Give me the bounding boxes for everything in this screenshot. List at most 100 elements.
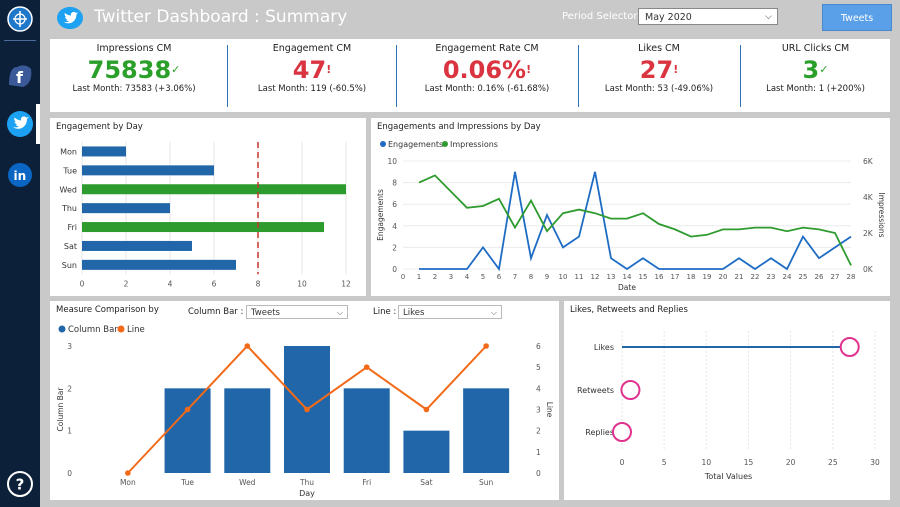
x-tick-label: 25 — [799, 273, 808, 281]
kpi-likes: Likes CM 27! Last Month: 53 (-49.06%) — [579, 39, 739, 112]
check-icon: ✓ — [819, 63, 829, 76]
line-point — [304, 406, 310, 413]
column-bar — [224, 388, 271, 473]
x-tick-label: 14 — [623, 273, 632, 281]
legend-marker — [117, 325, 125, 333]
line-point — [125, 470, 131, 476]
kpi-subtext: Last Month: 1 (+200%) — [766, 84, 865, 94]
y-tick-label: 4 — [392, 222, 397, 231]
sidebar: f in ? — [0, 0, 40, 507]
y-tick-label: 2 — [392, 243, 397, 252]
x-tick-label: 10 — [559, 273, 568, 281]
measure-comparison-chart: Column Bar Line 0 1 2 3 0 1 2 3 4 5 6 Column Bar Line M… — [56, 325, 554, 498]
column-bar — [463, 388, 510, 473]
x-tick-label: 20 — [786, 458, 796, 467]
x-axis-label: Date — [618, 283, 636, 292]
facebook-icon: f — [9, 65, 32, 87]
kpi-title: Engagement Rate CM — [435, 43, 539, 54]
panel-title: Likes, Retweets and Replies — [570, 305, 688, 315]
kpi-divider — [740, 45, 741, 107]
x-tick-label: 20 — [719, 273, 728, 281]
x-tick-label: 7 — [513, 273, 517, 281]
x-tick-label: 27 — [831, 273, 840, 281]
kpi-url-clicks: URL Clicks CM 3✓ Last Month: 1 (+200%) — [741, 39, 890, 112]
x-tick-label: 11 — [575, 273, 584, 281]
help-button[interactable]: ? — [0, 466, 40, 502]
x-tick-label: 0 — [401, 273, 405, 281]
x-tick-label: 24 — [783, 273, 792, 281]
x-tick-label: 13 — [607, 273, 616, 281]
y-tick-label: 10 — [387, 157, 397, 166]
kpi-subtext: Last Month: 119 (-60.5%) — [257, 84, 367, 94]
alert-icon: ! — [673, 63, 679, 76]
y2-tick-label: 2 — [536, 427, 541, 436]
x-tick-label: 6 — [497, 273, 502, 281]
page-title: Twitter Dashboard : Summary — [94, 7, 348, 27]
kpi-divider — [227, 45, 228, 107]
x-tick-label: 2 — [433, 273, 437, 281]
kpi-value: 75838✓ — [87, 56, 181, 84]
chevron-down-icon: ⌵ — [490, 308, 497, 317]
category-label: Replies — [585, 428, 614, 437]
column-bar-dropdown[interactable]: Tweets ⌵ — [246, 305, 348, 319]
line-point — [244, 343, 251, 349]
y2-tick-label: 4K — [863, 193, 874, 202]
bar — [82, 259, 236, 270]
y2-axis-label: Line — [545, 402, 554, 418]
x-tick-label: 9 — [545, 273, 549, 281]
legend-label: Line — [127, 325, 145, 335]
line-dropdown[interactable]: Likes ⌵ — [398, 305, 502, 319]
y2-tick-label: 4 — [536, 384, 541, 393]
x-tick-label: 4 — [465, 273, 470, 281]
kpi-engagement: Engagement CM 47! Last Month: 119 (-60.5… — [228, 39, 396, 112]
line-value: Likes — [403, 308, 425, 318]
x-tick-label: 15 — [744, 458, 754, 467]
x-tick-label: 17 — [671, 273, 680, 281]
column-bar — [403, 430, 450, 473]
sidebar-item-twitter[interactable] — [0, 104, 40, 144]
engagement-by-day-panel: Engagement by Day 0 2 4 6 8 10 12 Mon Tue Wed Thu F… — [50, 118, 366, 296]
sidebar-item-linkedin[interactable]: in — [0, 156, 40, 194]
kpi-title: URL Clicks CM — [781, 43, 850, 54]
x-tick-label: 5 — [481, 273, 485, 281]
column-bar — [343, 388, 390, 473]
y2-tick-label: 2K — [863, 229, 874, 238]
column-bar-value: Tweets — [251, 308, 280, 318]
y2-tick-label: 0 — [536, 469, 541, 478]
period-selector-dropdown[interactable]: May 2020 ⌵ — [638, 8, 778, 25]
x-tick-label: 30 — [870, 458, 880, 467]
x-tick-label: 25 — [828, 458, 838, 467]
y2-tick-label: 1 — [536, 448, 541, 457]
x-tick-label: 6 — [212, 279, 217, 288]
legend-label: Impressions — [450, 140, 498, 149]
check-icon: ✓ — [171, 63, 181, 76]
y2-tick-label: 6 — [536, 342, 541, 351]
x-tick-label: 10 — [297, 279, 307, 288]
legend-marker — [442, 141, 448, 147]
kpi-divider — [396, 45, 397, 107]
app-logo[interactable] — [0, 2, 40, 36]
x-tick-label: 8 — [529, 273, 533, 281]
category-label: Wed — [60, 185, 77, 194]
x-axis-label: Day — [299, 489, 315, 498]
category-label: Thu — [61, 204, 77, 213]
sidebar-item-facebook[interactable]: f — [0, 56, 40, 96]
x-tick-label: Mon — [120, 478, 136, 487]
x-tick-label: Sat — [420, 478, 432, 487]
legend-marker — [380, 141, 386, 147]
kpi-subtext: Last Month: 0.16% (-61.68%) — [424, 84, 550, 94]
measure-comparison-panel: Measure Comparison by Column Bar : Tweet… — [50, 301, 559, 500]
y-tick-label: 3 — [67, 342, 72, 351]
y-tick-label: 0 — [392, 265, 397, 274]
category-label: Likes — [594, 343, 614, 352]
bar — [82, 203, 170, 214]
y2-tick-label: 0K — [863, 265, 874, 274]
header: Twitter Dashboard : Summary Period Selec… — [40, 0, 900, 51]
tweets-details-button[interactable]: Tweets Details — [822, 4, 892, 51]
likes-retweets-replies-panel: Likes, Retweets and Replies 0 5 10 15 20 25 30… — [564, 301, 890, 500]
bar — [82, 146, 126, 157]
kpi-engagement-rate: Engagement Rate CM 0.06%! Last Month: 0.… — [397, 39, 577, 112]
x-axis-label: Total Values — [704, 472, 752, 481]
category-label: Retweets — [577, 386, 614, 395]
lollipop-head — [839, 337, 860, 357]
